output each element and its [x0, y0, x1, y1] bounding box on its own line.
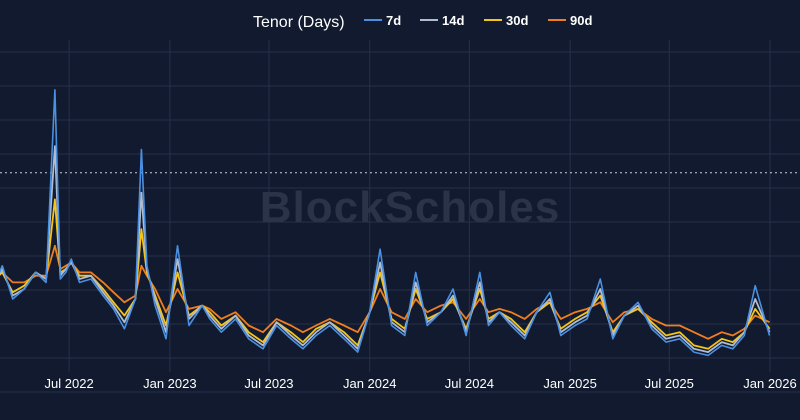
x-tick-label: Jan 2023 — [143, 376, 197, 391]
legend-label-30d: 30d — [506, 13, 528, 28]
legend-label-90d: 90d — [570, 13, 592, 28]
x-tick-label: Jan 2025 — [543, 376, 597, 391]
legend-title: Tenor (Days) — [253, 14, 345, 31]
x-tick-label: Jul 2023 — [244, 376, 293, 391]
grid — [0, 40, 800, 393]
x-tick-label: Jul 2025 — [645, 376, 694, 391]
watermark: BlockScholes — [260, 183, 561, 232]
series-lines — [0, 89, 771, 357]
legend-label-14d: 14d — [442, 13, 464, 28]
legend-items: 7d 14d 30d 90d — [364, 13, 592, 28]
series-line-7d — [0, 89, 771, 357]
x-tick-label: Jan 2026 — [743, 376, 797, 391]
x-tick-label: Jul 2024 — [445, 376, 494, 391]
series-line-14d — [0, 145, 771, 354]
legend-label-7d: 7d — [386, 13, 401, 28]
x-tick-label: Jul 2022 — [45, 376, 94, 391]
x-tick-label: Jan 2024 — [343, 376, 397, 391]
legend: Tenor (Days) 7d 14d 30d 90d — [253, 13, 592, 31]
